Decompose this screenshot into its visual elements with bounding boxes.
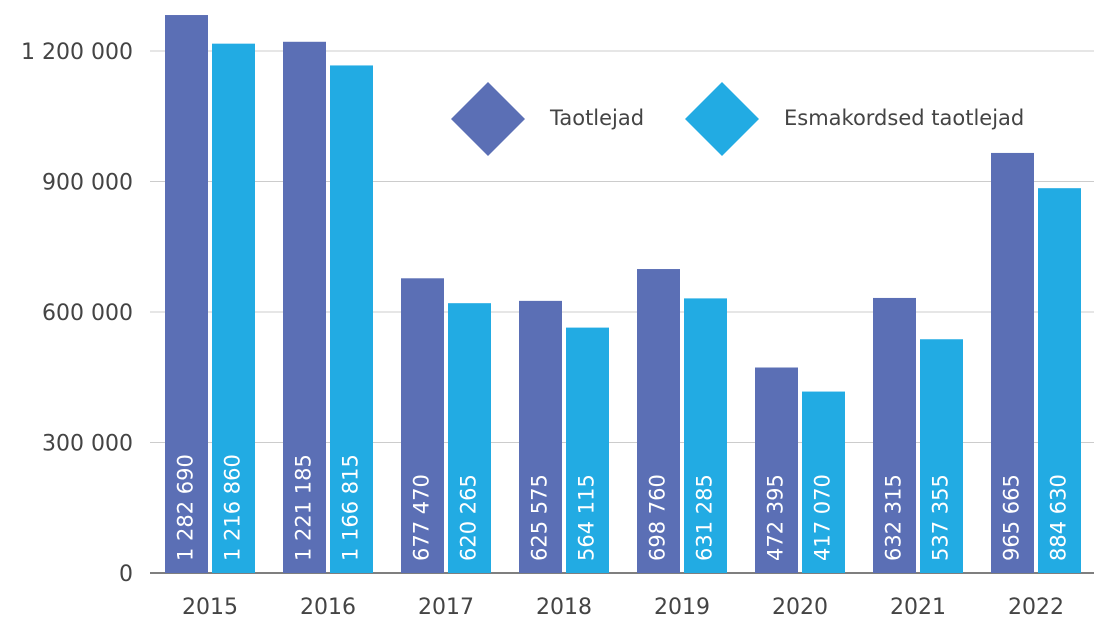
bar [448, 303, 491, 573]
bar [283, 41, 326, 573]
value-label: 1 216 860 [221, 454, 245, 561]
bar [401, 278, 444, 573]
legend-label: Esmakordsed taotlejad [784, 106, 1024, 130]
x-tick-label: 2016 [300, 595, 356, 618]
bar [330, 65, 373, 573]
value-label: 1 221 185 [292, 454, 316, 561]
bar [684, 298, 727, 573]
x-tick-label: 2020 [772, 595, 828, 618]
value-label: 625 575 [528, 474, 552, 561]
x-tick-label: 2021 [890, 595, 946, 618]
y-tick-label: 900 000 [42, 171, 133, 196]
legend-swatch [451, 82, 525, 156]
bar [802, 391, 845, 573]
value-label: 631 285 [693, 474, 717, 561]
bar [165, 15, 208, 574]
value-label: 677 470 [410, 474, 434, 561]
bar [873, 297, 916, 573]
value-label: 537 355 [929, 474, 953, 561]
bar [519, 300, 562, 573]
value-label: 1 166 815 [339, 454, 363, 561]
x-tick-label: 2018 [536, 595, 592, 618]
value-label: 620 265 [457, 474, 481, 561]
x-tick-label: 2015 [182, 595, 238, 618]
value-label: 472 395 [764, 474, 788, 561]
y-tick-label: 600 000 [42, 301, 133, 326]
bar [212, 43, 255, 574]
bar [755, 367, 798, 573]
value-label: 564 115 [575, 474, 599, 561]
bar [637, 269, 680, 573]
value-label: 698 760 [646, 474, 670, 561]
x-tick-label: 2022 [1008, 595, 1064, 618]
bar [566, 327, 609, 573]
value-label: 884 630 [1047, 474, 1071, 561]
legend-label: Taotlejad [549, 106, 644, 130]
value-label: 632 315 [882, 474, 906, 561]
x-tick-label: 2017 [418, 595, 474, 618]
y-tick-label: 0 [119, 562, 133, 587]
value-label: 1 282 690 [174, 454, 198, 561]
value-label: 965 665 [1000, 474, 1024, 561]
y-tick-label: 1 200 000 [21, 40, 133, 65]
legend-swatch [685, 82, 759, 156]
bar [991, 152, 1034, 573]
y-tick-label: 300 000 [42, 432, 133, 457]
bar [920, 339, 963, 573]
x-tick-label: 2019 [654, 595, 710, 618]
bar [1038, 188, 1081, 573]
value-label: 417 070 [811, 474, 835, 561]
